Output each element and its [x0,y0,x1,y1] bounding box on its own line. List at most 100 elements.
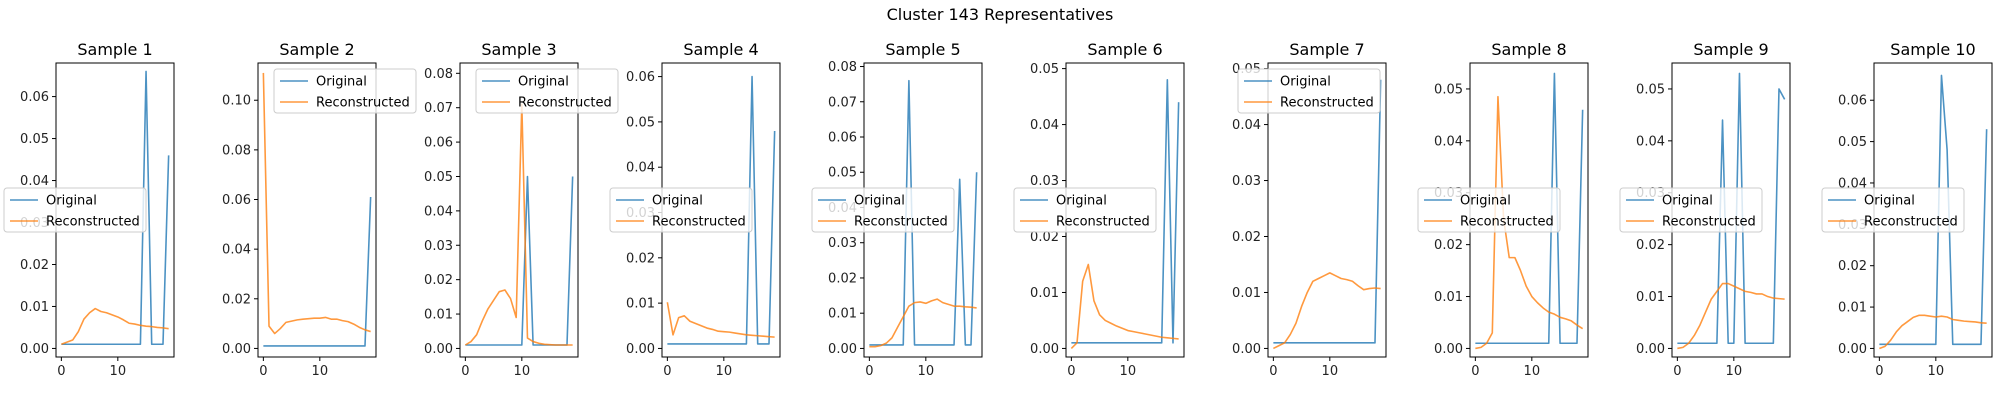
subplot-9: Sample 90.000.010.020.030.040.05010Origi… [1619,40,1791,379]
subplot-title: Sample 10 [1890,40,1975,59]
series-line-original [61,70,170,346]
y-tick-label: 0.03 [424,239,453,254]
subplot-title: Sample 8 [1491,40,1566,59]
legend: Original Reconstructed [1237,68,1381,114]
axes-frame [1267,62,1387,358]
y-tick-label: 0.05 [1030,62,1059,77]
legend-box [609,187,753,233]
y-tick-label: 0.01 [1434,290,1463,305]
y-tick-label: 0.02 [626,251,655,266]
y-tick-label: 0.08 [828,60,857,75]
y-tick-label: 0.04 [626,161,655,176]
axes-frame [257,62,377,358]
legend-box [1821,187,1965,233]
y-tick-label: 0.05 [1838,135,1867,150]
y-tick-label: 0.06 [1838,94,1867,109]
y-tick-label: 0.00 [1232,342,1261,357]
legend-label-original: Original [1280,75,1331,90]
y-tick-label: 0.00 [1434,342,1463,357]
y-tick-label: 0.04 [424,204,453,219]
y-tick-label: 0.05 [20,132,49,147]
y-tick-label: 0.02 [1030,230,1059,245]
legend-label-original: Original [316,75,367,90]
series-line-reconstructed [464,103,573,346]
y-tick-label: 0.02 [424,273,453,288]
legend-box [1619,187,1763,233]
x-tick-label: 0 [461,364,469,379]
legend-label-reconstructed: Reconstructed [1864,215,1958,230]
legend-label-original: Original [1864,194,1915,209]
legend-label-original: Original [1056,194,1107,209]
series-line-reconstructed [1475,95,1584,350]
y-tick-label: 0.04 [1030,118,1059,133]
series-line-reconstructed [1273,272,1381,350]
legend-label-reconstructed: Reconstructed [46,215,140,230]
y-tick-label: 0.08 [222,143,251,158]
legend: Original Reconstructed [273,68,417,114]
subplot-title: Sample 9 [1693,40,1768,59]
y-tick-label: 0.06 [626,70,655,85]
y-tick-label: 0.01 [1636,290,1665,305]
x-tick-label: 10 [110,364,127,379]
legend: Original Reconstructed [609,187,753,233]
series-line-reconstructed [666,302,775,338]
x-tick-label: 10 [312,364,329,379]
series-line-original [1475,72,1584,345]
y-tick-label: 0.01 [1838,301,1867,316]
y-tick-label: 0.04 [1232,118,1261,133]
y-tick-label: 0.04 [20,174,49,189]
axes-frame [459,62,579,358]
legend: Original Reconstructed [1013,187,1157,233]
legend-label-reconstructed: Reconstructed [652,215,746,230]
x-tick-label: 0 [1269,364,1277,379]
y-tick-label: 0.05 [626,115,655,130]
subplot-1: Sample 10.000.010.020.030.040.050.06010O… [3,40,175,379]
subplot-title: Sample 4 [683,40,758,59]
legend-label-original: Original [46,194,97,209]
subplot-title: Sample 5 [885,40,960,59]
y-tick-label: 0.10 [222,94,251,109]
legend: Original Reconstructed [3,187,147,233]
x-tick-label: 10 [514,364,531,379]
series-line-reconstructed [869,298,977,348]
legend-label-original: Original [1460,194,1511,209]
subplot-8: Sample 80.000.010.020.030.040.05010Origi… [1417,40,1589,379]
y-tick-label: 0.00 [222,342,251,357]
y-tick-label: 0.03 [1232,174,1261,189]
series-line-reconstructed [1879,314,1987,350]
legend: Original Reconstructed [1821,187,1965,233]
subplot-5: Sample 50.000.010.020.030.040.050.060.07… [811,40,983,379]
y-tick-label: 0.01 [626,297,655,312]
legend-box [811,187,955,233]
x-tick-label: 0 [259,364,267,379]
subplot-title: Sample 2 [279,40,354,59]
y-tick-label: 0.02 [1232,230,1261,245]
y-tick-label: 0.00 [626,342,655,357]
y-tick-label: 0.06 [222,193,251,208]
x-tick-label: 10 [1726,364,1743,379]
series-line-original [1879,74,1988,346]
series-line-original [667,75,776,345]
subplot-title: Sample 1 [77,40,152,59]
y-tick-label: 0.00 [424,342,453,357]
y-tick-label: 0.05 [828,166,857,181]
y-tick-label: 0.02 [1434,238,1463,253]
subplot-10: Sample 100.000.010.020.030.040.050.06010… [1821,40,1993,379]
series-line-original [1273,79,1382,344]
legend-label-original: Original [1662,194,1713,209]
subplot-title: Sample 6 [1087,40,1162,59]
legend-label-reconstructed: Reconstructed [854,215,948,230]
y-tick-label: 0.04 [1434,134,1463,149]
legend-box [273,68,417,114]
y-tick-label: 0.00 [1838,342,1867,357]
panels-container: Sample 1 0.00 0.01 0.02 0.03 0.04 0.05 0.06 0 10 O… [3,40,1993,379]
y-tick-label: 0.02 [222,292,251,307]
y-tick-label: 0.01 [20,300,49,315]
y-tick-label: 0.04 [222,243,251,258]
y-tick-label: 0.07 [424,101,453,116]
legend-label-original: Original [518,75,569,90]
x-tick-label: 10 [918,364,935,379]
x-tick-label: 10 [716,364,733,379]
x-tick-label: 10 [1120,364,1137,379]
